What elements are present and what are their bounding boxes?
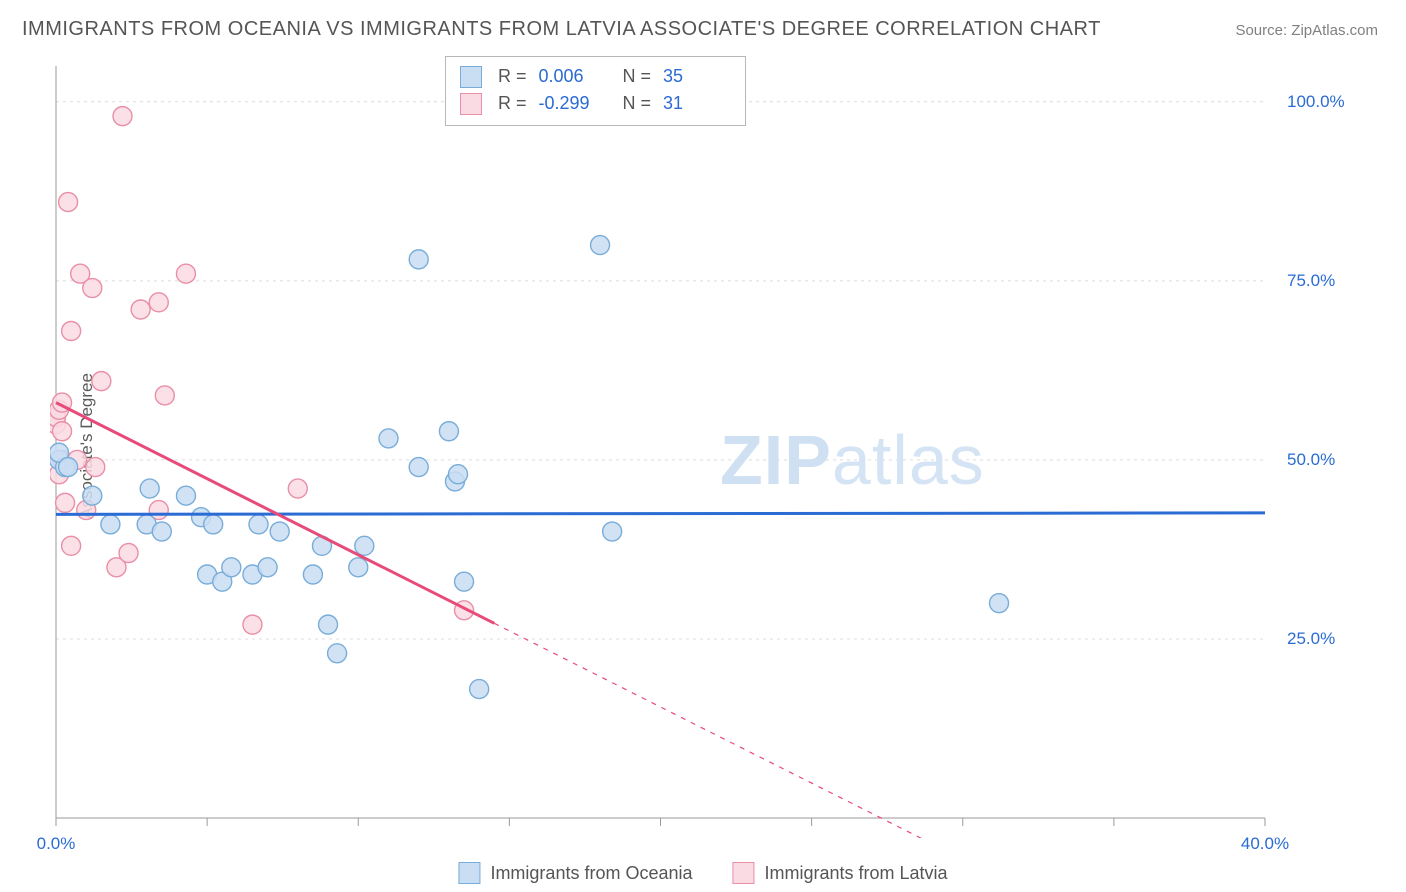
- legend-label: Immigrants from Latvia: [765, 863, 948, 884]
- stat-value: 35: [663, 63, 731, 90]
- stat-value: 0.006: [539, 63, 607, 90]
- swatch-icon: [460, 66, 482, 88]
- legend-item: Immigrants from Oceania: [458, 862, 692, 884]
- legend-label: Immigrants from Oceania: [490, 863, 692, 884]
- bottom-legend: Immigrants from Oceania Immigrants from …: [458, 862, 947, 884]
- swatch-icon: [458, 862, 480, 884]
- swatch-icon: [733, 862, 755, 884]
- chart-plot-area: [50, 58, 1340, 838]
- y-tick-label: 50.0%: [1287, 450, 1335, 470]
- stat-label: R =: [494, 63, 527, 90]
- source-label: Source: ZipAtlas.com: [1235, 22, 1378, 39]
- y-tick-label: 25.0%: [1287, 629, 1335, 649]
- stat-label: R =: [494, 90, 527, 117]
- y-tick-label: 75.0%: [1287, 271, 1335, 291]
- chart-title: IMMIGRANTS FROM OCEANIA VS IMMIGRANTS FR…: [22, 18, 1101, 41]
- stats-row: R = -0.299 N = 31: [460, 90, 731, 117]
- y-tick-label: 100.0%: [1287, 92, 1345, 112]
- x-tick-label: 0.0%: [37, 834, 76, 854]
- correlation-stats-box: R = 0.006 N = 35 R = -0.299 N = 31: [445, 56, 746, 126]
- chart-svg: [50, 58, 1340, 838]
- stat-value: 31: [663, 90, 731, 117]
- stat-label: N =: [619, 63, 652, 90]
- stat-label: N =: [619, 90, 652, 117]
- legend-item: Immigrants from Latvia: [733, 862, 948, 884]
- stat-value: -0.299: [539, 90, 607, 117]
- stats-row: R = 0.006 N = 35: [460, 63, 731, 90]
- x-tick-label: 40.0%: [1241, 834, 1289, 854]
- swatch-icon: [460, 93, 482, 115]
